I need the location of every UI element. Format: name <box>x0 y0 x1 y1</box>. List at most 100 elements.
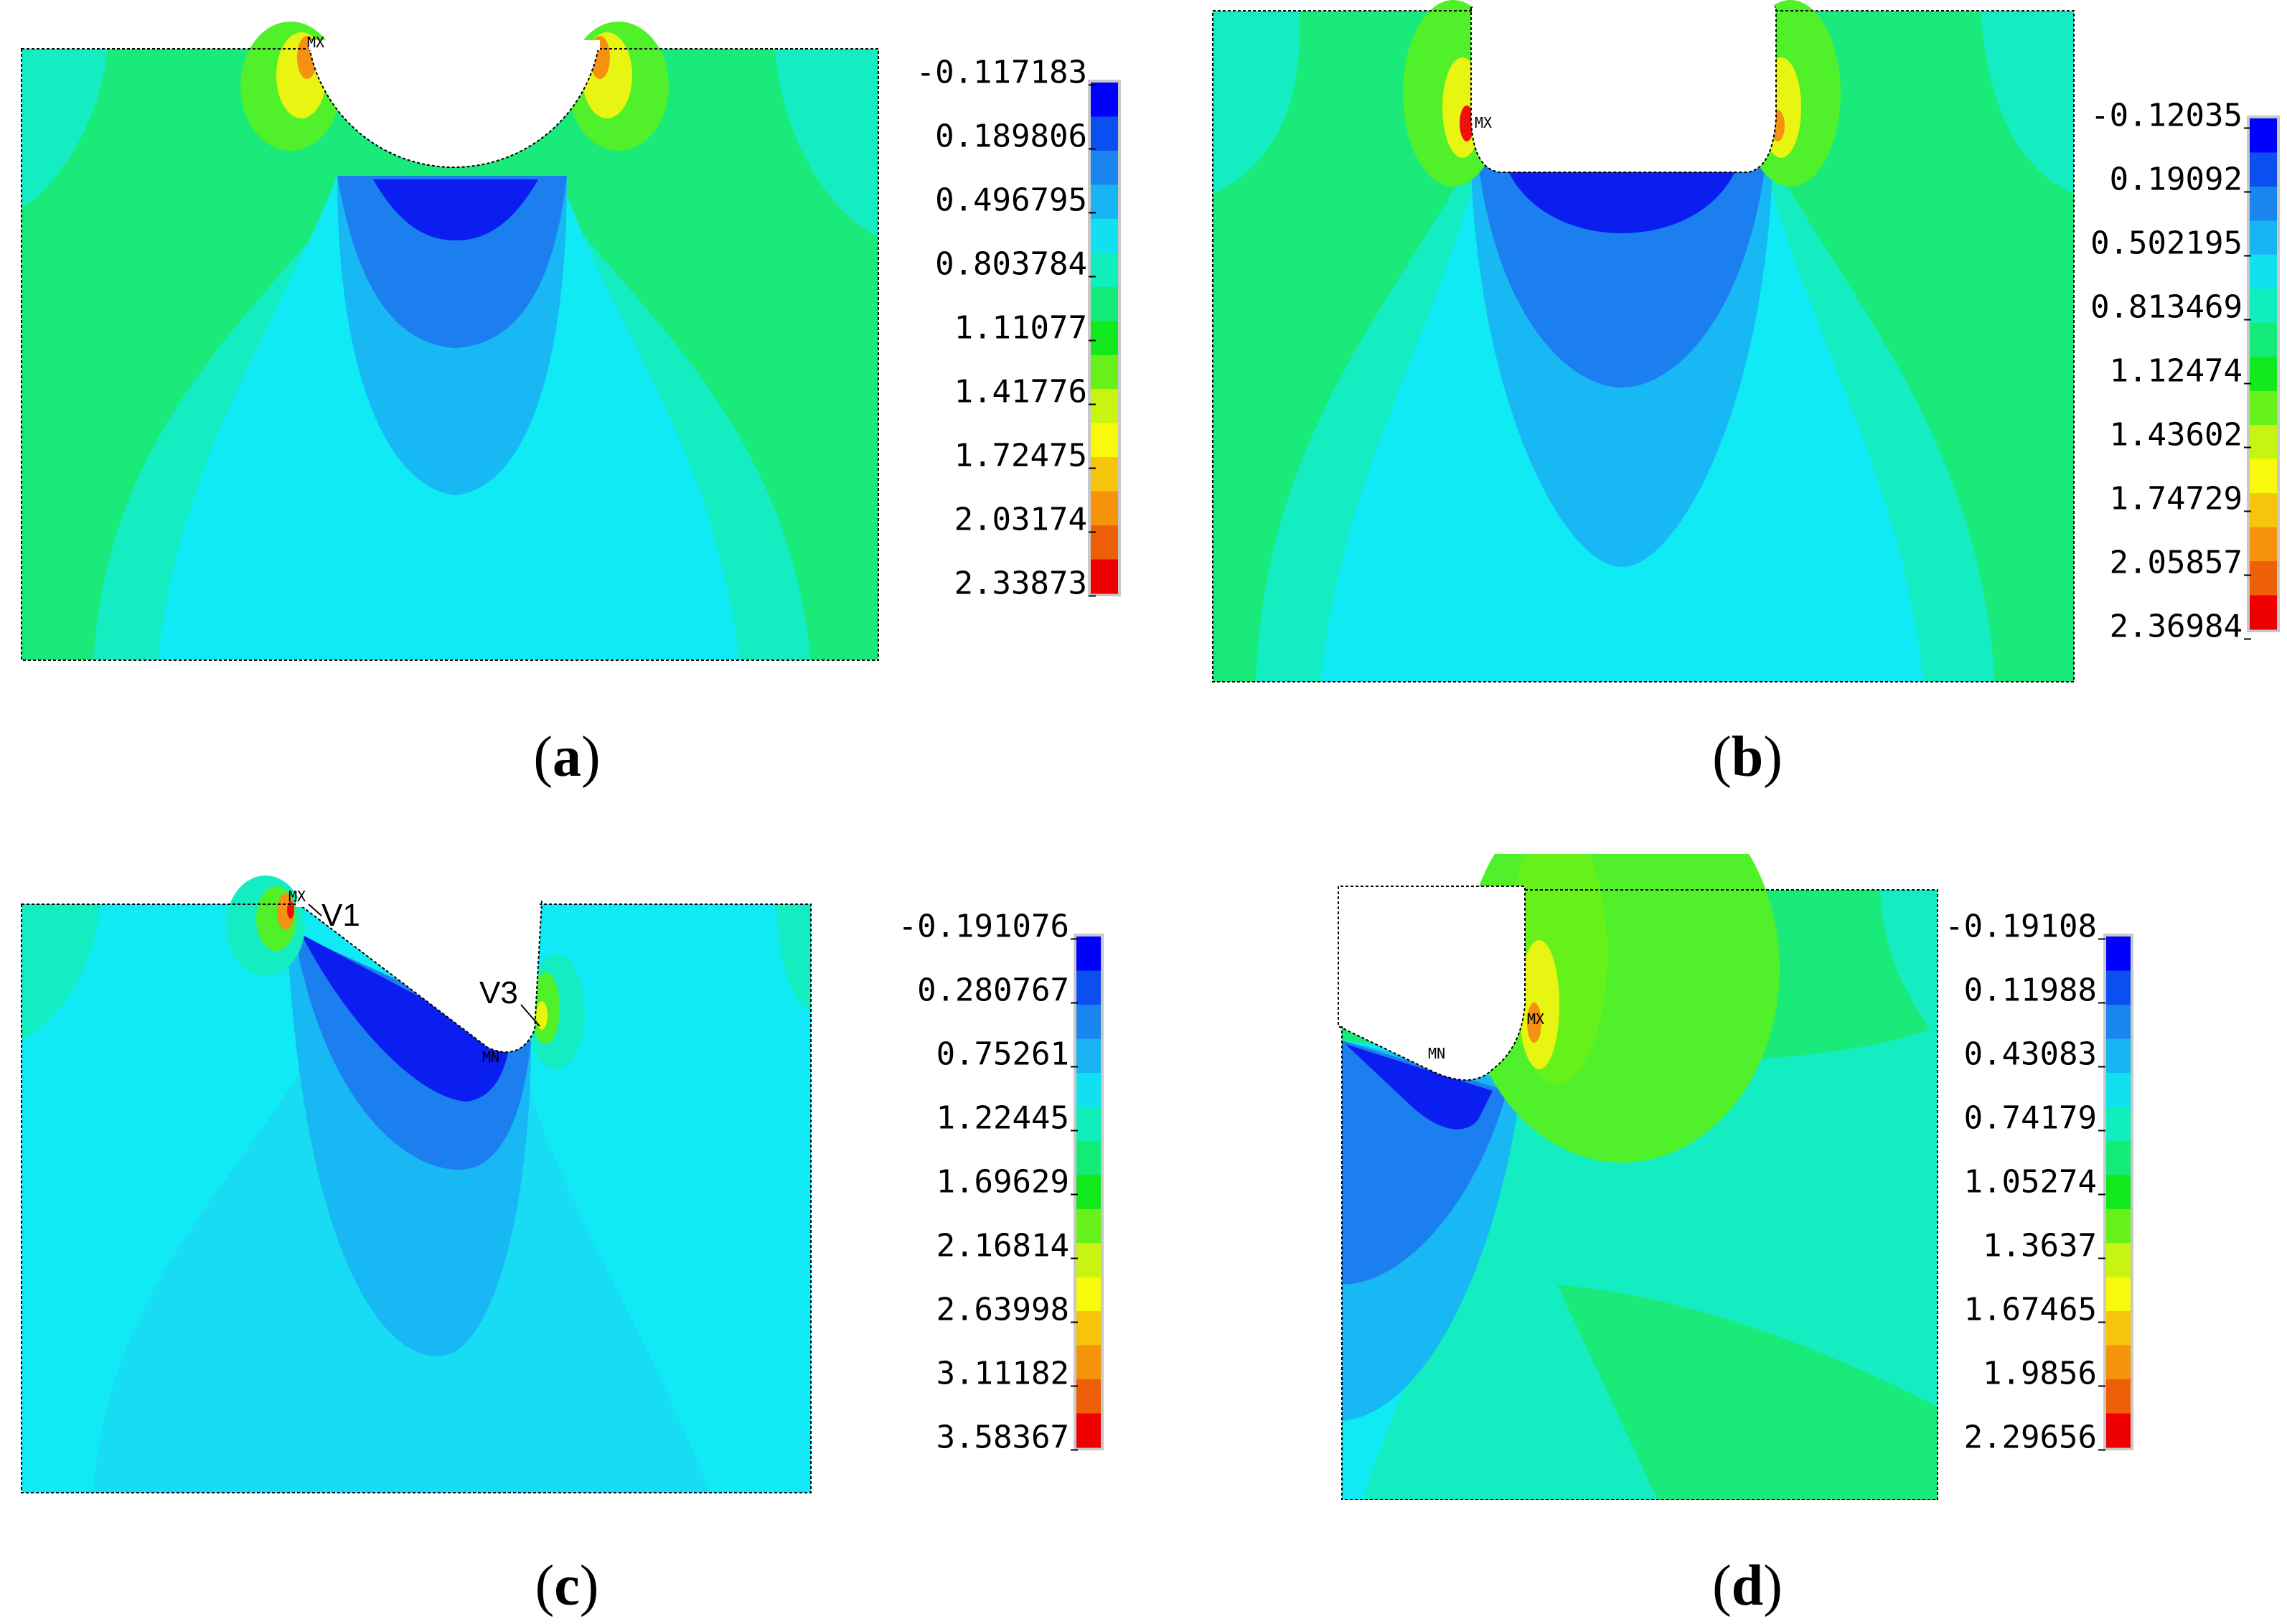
colorbar-swatch <box>2250 186 2277 221</box>
legend-value: 3.58367 <box>936 1419 1069 1455</box>
legend-value: 2.16814 <box>936 1227 1069 1264</box>
colorbar-swatch <box>1091 525 1118 560</box>
legend-value: 0.74179 <box>1964 1099 2097 1136</box>
colorbar-swatch <box>1076 1243 1101 1278</box>
colorbar-swatch <box>1076 937 1101 971</box>
colorbar-swatch <box>2250 357 2277 392</box>
colorbar-swatch <box>2250 527 2277 562</box>
colorbar-swatch <box>1091 389 1118 424</box>
colorbar-swatch <box>2106 1277 2131 1312</box>
colorbar-swatch <box>2106 937 2131 971</box>
legend-value: 0.43083 <box>1964 1036 2097 1072</box>
colorbar-swatch <box>2250 288 2277 324</box>
max-marker: MX <box>288 888 306 905</box>
panel-c: MX MN V1 V3 -0.191076 0.280767 0.75261 1.22… <box>0 854 1134 1624</box>
legend-value: 1.3637 <box>1983 1227 2097 1264</box>
colorbar-swatch <box>1076 1277 1101 1312</box>
colorbar-swatch <box>2106 970 2131 1005</box>
field-deep-blue <box>1507 169 1737 233</box>
legend-value: -0.19108 <box>1945 908 2097 944</box>
hotspot-orange <box>1527 1003 1541 1043</box>
colorbar-swatch <box>2106 1311 2131 1346</box>
colorbar-swatch <box>1091 355 1118 390</box>
legend-value: -0.12035 <box>2090 97 2243 133</box>
colorbar-d <box>2103 934 2133 1450</box>
panel-d: MX MN -0.19108 0.11988 0.43083 0.74179 1.052… <box>1191 854 2287 1624</box>
colorbar-swatch <box>1091 491 1118 526</box>
colorbar-swatch <box>1076 970 1101 1005</box>
caption-c: (c) <box>535 1554 599 1618</box>
legend-value: -0.117183 <box>916 54 1087 90</box>
legend-c: -0.191076 0.280767 0.75261 1.22445 1.69629 2.… <box>898 908 1078 1455</box>
legend-value: 1.12474 <box>2110 352 2243 389</box>
colorbar-swatch <box>1091 150 1118 185</box>
field-deep-blue <box>373 179 538 240</box>
legend-value: 0.189806 <box>935 118 1087 154</box>
legend-value: 1.69629 <box>936 1163 1069 1200</box>
field-aqua-right <box>775 904 811 1012</box>
field-blue <box>1478 165 1765 388</box>
legend-value: 1.74729 <box>2110 480 2243 517</box>
contour-plot-b: MX -0.12035 0.19092 0.502195 0.813469 1.1247… <box>1212 0 2280 682</box>
legend-value: 0.75261 <box>936 1036 1069 1072</box>
legend-a: -0.117183 0.189806 0.496795 0.803784 1.11077… <box>916 54 1096 601</box>
colorbar-swatch <box>2106 1243 2131 1278</box>
colorbar-swatch <box>2106 1107 2131 1142</box>
legend-value: 1.05274 <box>1964 1163 2097 1200</box>
notch-opening <box>296 898 540 907</box>
notch-v-shape <box>292 900 543 1053</box>
field-aqua-left <box>1213 11 1300 194</box>
contour-plot-a: MX -0.117183 0.189806 0.496795 0.803784 1.11… <box>21 22 1121 661</box>
specimen-outline <box>1212 10 2075 682</box>
field-deep-blue <box>301 934 509 1102</box>
legend-value: 0.502195 <box>2090 225 2243 261</box>
contour-plot-c: MX MN V1 V3 -0.191076 0.280767 0.75261 1.22… <box>21 876 1104 1493</box>
min-marker: MN <box>1428 1045 1445 1062</box>
colorbar-swatch <box>2106 1175 2131 1210</box>
colorbar-swatch <box>1076 1004 1101 1039</box>
vertex-label-v3: V3 <box>479 975 518 1010</box>
colorbar-swatch <box>1076 1208 1101 1244</box>
legend-value: 0.280767 <box>917 972 1069 1008</box>
legend-d: -0.19108 0.11988 0.43083 0.74179 1.05274 1.36… <box>1945 908 2105 1455</box>
colorbar-swatch <box>2250 561 2277 596</box>
legend-value: -0.191076 <box>898 908 1069 944</box>
v3-leader <box>520 1004 540 1027</box>
colorbar-swatch <box>2106 1379 2131 1414</box>
colorbar-a <box>1088 80 1121 596</box>
colorbar-swatch <box>1091 286 1118 321</box>
legend-value: 1.43602 <box>2110 416 2243 453</box>
legend-value: 0.19092 <box>2110 161 2243 197</box>
field-aqua-right <box>1981 11 2074 194</box>
colorbar-swatch <box>1076 1379 1101 1414</box>
specimen-edge <box>1341 889 1938 1500</box>
field-aqua-right <box>775 49 878 237</box>
min-marker: MN <box>482 1048 499 1066</box>
v1-leader <box>308 903 322 916</box>
colorbar-swatch <box>2250 220 2277 255</box>
legend-value: 3.11182 <box>936 1355 1069 1391</box>
caption-b: (b) <box>1712 726 1783 789</box>
caption-d: (d) <box>1712 1554 1783 1618</box>
legend-b: -0.12035 0.19092 0.502195 0.813469 1.12474 1.… <box>2090 97 2251 644</box>
colorbar-swatch <box>2106 1345 2131 1380</box>
colorbar-swatch <box>1091 253 1118 288</box>
notch-u-shape <box>1470 6 1777 173</box>
panel-b: MX -0.12035 0.19092 0.502195 0.813469 1.1247… <box>1191 0 2287 804</box>
legend-value: 0.803784 <box>935 245 1087 282</box>
colorbar-swatch <box>2106 1004 2131 1039</box>
colorbar-swatch <box>2106 1038 2131 1074</box>
max-marker: MX <box>307 34 324 51</box>
colorbar-swatch <box>1076 1311 1101 1346</box>
max-marker: MX <box>1527 1010 1544 1028</box>
legend-value: 0.496795 <box>935 182 1087 218</box>
field-aqua-right <box>1880 890 1938 1041</box>
colorbar-swatch <box>1076 1413 1101 1448</box>
legend-value: 1.11077 <box>954 309 1087 346</box>
colorbar-swatch <box>1091 184 1118 220</box>
colorbar-swatch <box>1091 83 1118 117</box>
colorbar-swatch <box>2250 390 2277 426</box>
legend-value: 1.41776 <box>954 373 1087 410</box>
legend-value: 2.63998 <box>936 1291 1069 1328</box>
colorbar-swatch <box>1076 1140 1101 1175</box>
